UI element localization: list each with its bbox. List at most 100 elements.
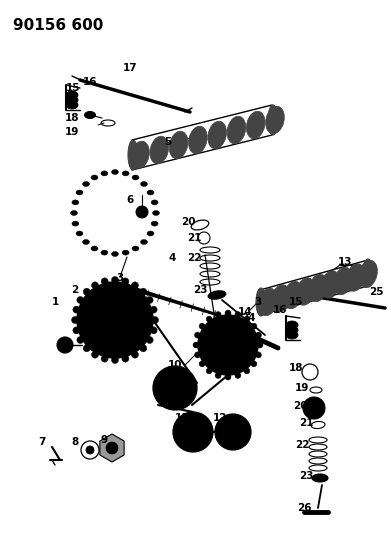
- Ellipse shape: [140, 182, 147, 187]
- Ellipse shape: [66, 101, 78, 109]
- Circle shape: [106, 442, 118, 454]
- Text: 20: 20: [181, 217, 195, 227]
- Ellipse shape: [296, 278, 315, 305]
- Ellipse shape: [208, 291, 226, 299]
- Ellipse shape: [359, 260, 377, 288]
- Circle shape: [195, 352, 201, 358]
- Circle shape: [225, 374, 231, 380]
- Circle shape: [77, 336, 84, 343]
- Circle shape: [101, 355, 108, 362]
- Circle shape: [146, 296, 153, 303]
- Ellipse shape: [312, 474, 328, 482]
- Circle shape: [206, 368, 212, 374]
- Circle shape: [255, 332, 262, 338]
- Text: 11: 11: [175, 413, 189, 423]
- Text: 19: 19: [65, 127, 79, 137]
- Circle shape: [91, 351, 99, 358]
- Ellipse shape: [227, 116, 246, 144]
- Circle shape: [257, 342, 263, 348]
- Circle shape: [111, 277, 118, 284]
- Text: 7: 7: [38, 437, 46, 447]
- Circle shape: [91, 282, 99, 289]
- Ellipse shape: [334, 267, 352, 295]
- Ellipse shape: [268, 105, 278, 135]
- Polygon shape: [100, 434, 124, 462]
- Ellipse shape: [147, 231, 154, 236]
- Text: 19: 19: [295, 383, 309, 393]
- Circle shape: [228, 427, 238, 437]
- Text: 15: 15: [289, 297, 303, 307]
- Ellipse shape: [122, 171, 129, 176]
- Circle shape: [215, 414, 251, 450]
- Text: 4: 4: [168, 253, 176, 263]
- Circle shape: [72, 317, 79, 324]
- Text: 23: 23: [299, 471, 313, 481]
- Ellipse shape: [66, 91, 78, 99]
- Text: 24: 24: [241, 313, 255, 323]
- Circle shape: [83, 288, 90, 295]
- Ellipse shape: [91, 175, 98, 180]
- Ellipse shape: [321, 271, 340, 298]
- Ellipse shape: [169, 131, 188, 159]
- Text: 17: 17: [123, 63, 137, 73]
- Ellipse shape: [363, 259, 373, 287]
- Text: 8: 8: [72, 437, 79, 447]
- Circle shape: [244, 368, 250, 374]
- Ellipse shape: [147, 190, 154, 195]
- Circle shape: [225, 310, 231, 316]
- Text: 16: 16: [83, 77, 97, 87]
- Ellipse shape: [265, 106, 284, 134]
- Text: 15: 15: [66, 83, 80, 93]
- Ellipse shape: [91, 246, 98, 251]
- Circle shape: [131, 351, 138, 358]
- Ellipse shape: [151, 221, 158, 226]
- Circle shape: [199, 361, 205, 367]
- Circle shape: [140, 288, 147, 295]
- Ellipse shape: [84, 111, 95, 118]
- Ellipse shape: [208, 121, 226, 149]
- Circle shape: [181, 420, 205, 444]
- Ellipse shape: [76, 231, 83, 236]
- Circle shape: [146, 336, 153, 343]
- Ellipse shape: [246, 111, 265, 139]
- Ellipse shape: [111, 252, 118, 256]
- Circle shape: [198, 315, 258, 375]
- Ellipse shape: [308, 274, 327, 302]
- Text: 20: 20: [293, 401, 307, 411]
- Ellipse shape: [66, 96, 78, 104]
- Text: 6: 6: [126, 195, 134, 205]
- Circle shape: [251, 361, 257, 367]
- Circle shape: [83, 345, 90, 352]
- Circle shape: [101, 278, 108, 285]
- Ellipse shape: [188, 126, 207, 154]
- Text: 18: 18: [289, 363, 303, 373]
- Ellipse shape: [286, 326, 298, 334]
- Ellipse shape: [286, 331, 298, 339]
- Circle shape: [188, 427, 198, 437]
- Circle shape: [73, 327, 80, 334]
- Circle shape: [199, 323, 205, 329]
- Circle shape: [235, 373, 241, 378]
- Circle shape: [77, 296, 84, 303]
- Ellipse shape: [256, 288, 266, 316]
- Circle shape: [309, 403, 319, 413]
- Text: 2: 2: [72, 285, 79, 295]
- Text: 9: 9: [100, 435, 108, 445]
- Circle shape: [150, 306, 157, 313]
- Circle shape: [77, 282, 153, 358]
- Ellipse shape: [70, 211, 77, 215]
- Ellipse shape: [111, 169, 118, 174]
- Ellipse shape: [258, 288, 278, 316]
- Circle shape: [86, 446, 94, 454]
- Ellipse shape: [151, 200, 158, 205]
- Circle shape: [122, 278, 129, 285]
- Ellipse shape: [286, 321, 298, 329]
- Ellipse shape: [83, 239, 90, 245]
- Circle shape: [195, 332, 201, 338]
- Text: 21: 21: [299, 418, 313, 428]
- Text: 16: 16: [273, 305, 287, 315]
- Text: 1: 1: [51, 297, 59, 307]
- Circle shape: [251, 323, 257, 329]
- Circle shape: [215, 373, 221, 378]
- Ellipse shape: [122, 250, 129, 255]
